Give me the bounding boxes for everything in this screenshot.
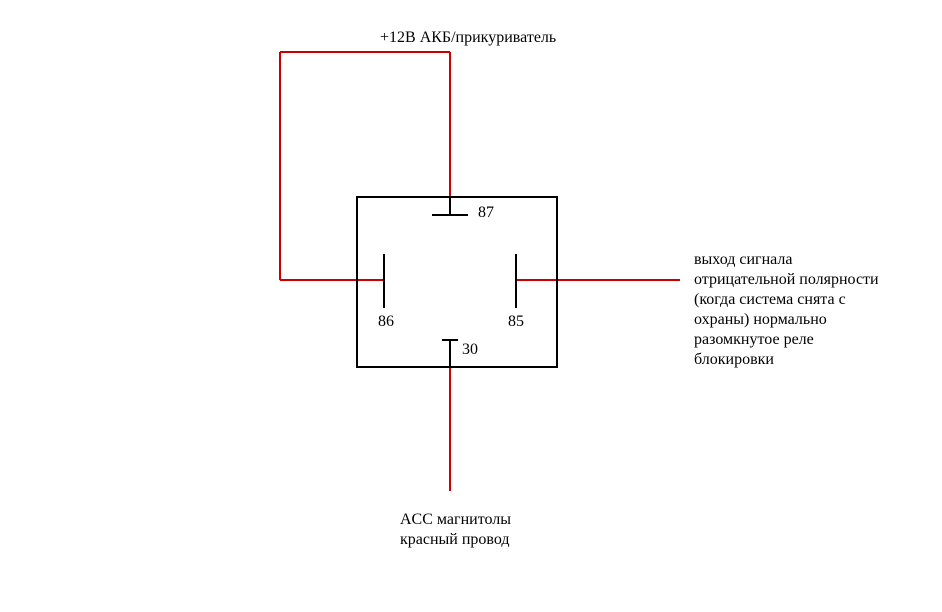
pin-label-85: 85 [508,312,524,332]
label-right: выход сигнала отрицательной полярности (… [694,250,879,370]
relay-box [357,197,557,367]
label-top: +12В АКБ/прикуриватель [380,28,556,48]
pin-label-86: 86 [378,312,394,332]
pin-label-30: 30 [462,340,478,360]
label-bottom: ACC магнитолы красный провод [400,510,511,550]
pin-label-87: 87 [478,203,494,223]
